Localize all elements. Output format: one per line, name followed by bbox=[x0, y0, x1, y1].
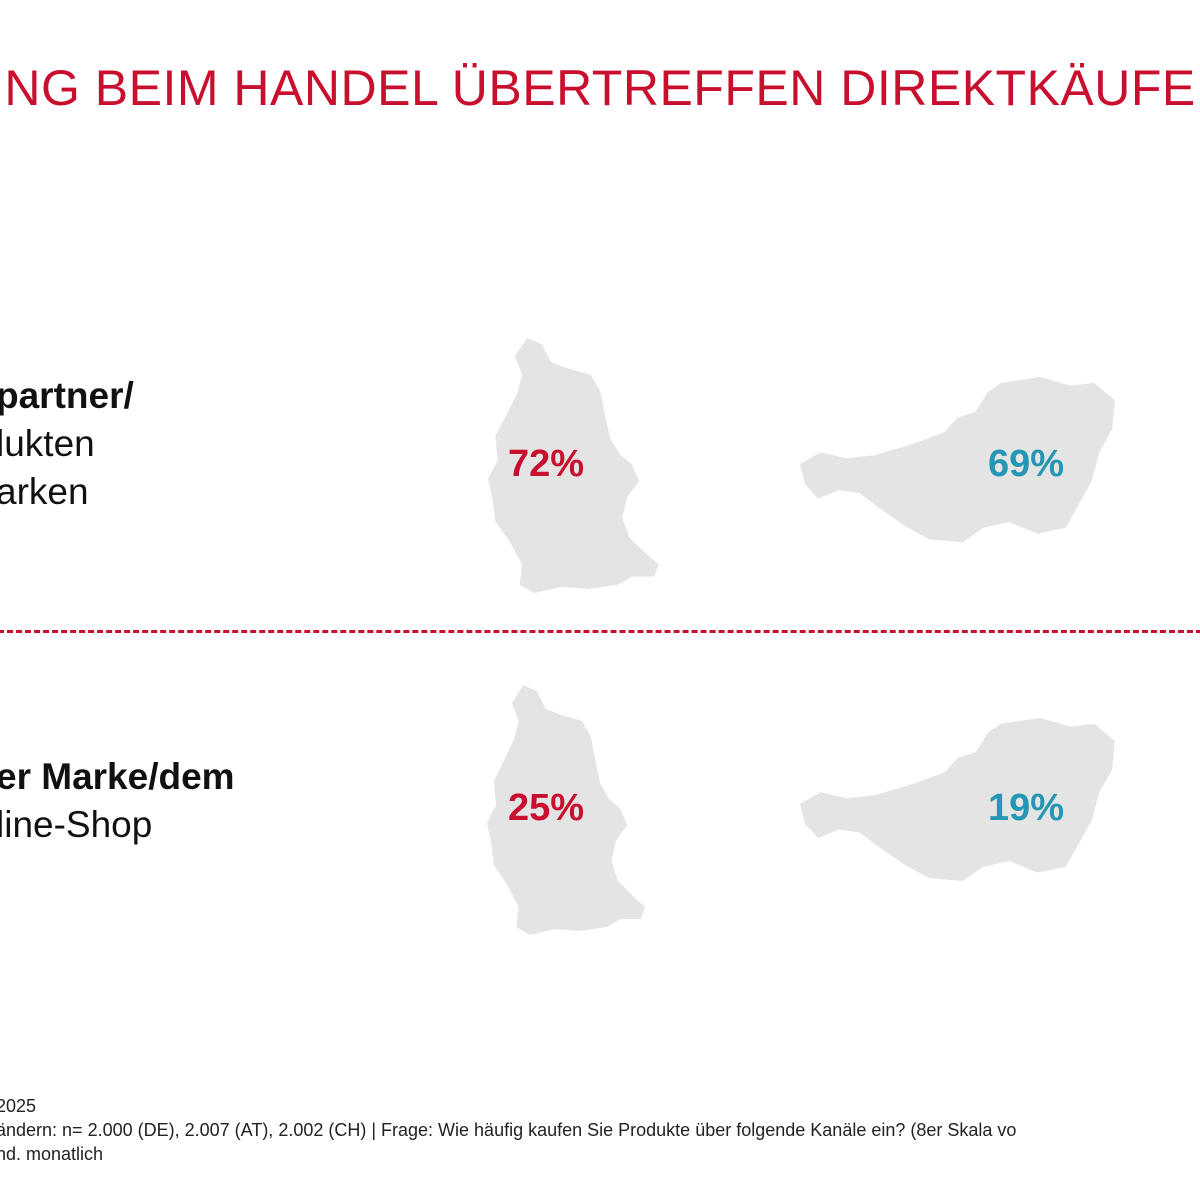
footnote-line-1: 2025 bbox=[0, 1096, 37, 1116]
footnote: 2025 ändern: n= 2.000 (DE), 2.007 (AT), … bbox=[0, 1094, 1200, 1166]
value-row1-de: 72% bbox=[508, 443, 584, 485]
row-divider bbox=[0, 630, 1200, 633]
row-label-1-line-2: arken bbox=[0, 471, 89, 512]
footnote-line-3: nd. monatlich bbox=[0, 1144, 104, 1164]
row-label-1-line-1: lukten bbox=[0, 423, 95, 464]
row-label-2-bold: er Marke/dem bbox=[0, 756, 235, 797]
footnote-line-2: ändern: n= 2.000 (DE), 2.007 (AT), 2.002… bbox=[0, 1120, 1017, 1140]
page-title: ING BEIM HANDEL ÜBERTREFFEN DIREKTKÄUFE … bbox=[0, 60, 1200, 116]
row-label-2: er Marke/dem line-Shop bbox=[0, 753, 456, 849]
value-row2-de: 25% bbox=[508, 787, 584, 829]
row-label-2-line-1: line-Shop bbox=[0, 804, 153, 845]
austria-map-icon-2 bbox=[800, 718, 1115, 882]
row-label-1: partner/ lukten arken bbox=[0, 372, 456, 516]
row-label-1-bold: partner/ bbox=[0, 375, 134, 416]
value-row1-at: 69% bbox=[988, 443, 1064, 485]
value-row2-at: 19% bbox=[988, 787, 1064, 829]
austria-map-icon-1 bbox=[800, 377, 1115, 543]
